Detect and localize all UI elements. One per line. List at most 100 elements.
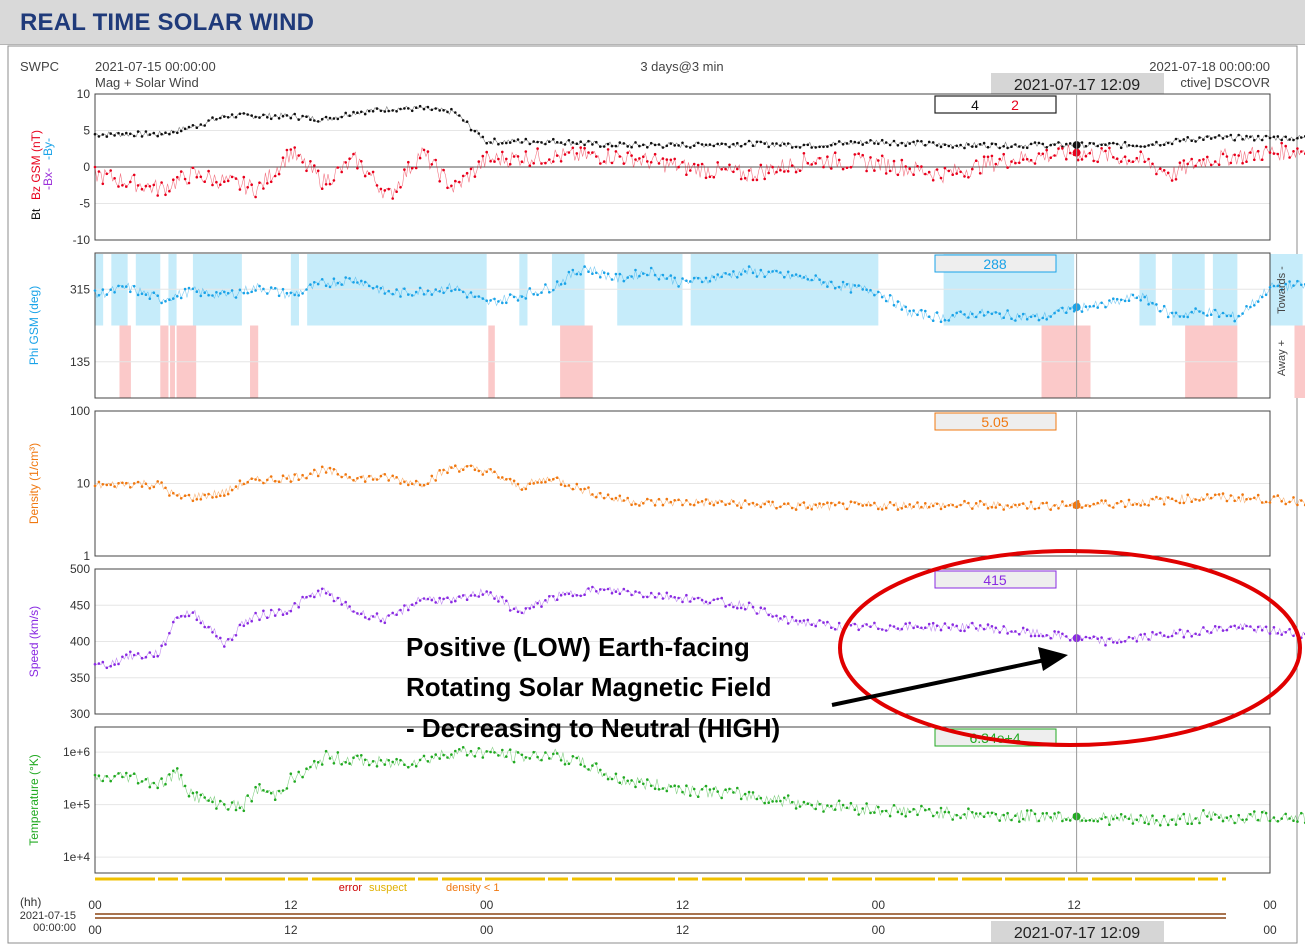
data-point [939, 176, 943, 180]
data-point [1276, 135, 1280, 138]
data-point [446, 596, 449, 599]
data-point [751, 178, 755, 182]
data-point [849, 624, 853, 627]
data-point [352, 110, 355, 114]
data-point [297, 294, 301, 297]
data-point [555, 598, 559, 601]
data-point [332, 599, 336, 603]
data-point [1280, 141, 1283, 145]
data-point [383, 110, 387, 113]
data-point [920, 804, 923, 808]
data-point [548, 140, 551, 143]
data-point [1213, 308, 1217, 312]
data-point [994, 812, 998, 816]
data-point [1123, 505, 1127, 509]
data-point [454, 111, 457, 114]
data-point [176, 494, 179, 497]
data-point [105, 666, 109, 670]
data-point [1170, 497, 1174, 501]
data-point [873, 293, 876, 297]
time-tick-label: 00 [1263, 898, 1277, 912]
data-point [446, 186, 449, 190]
data-point [1260, 295, 1264, 299]
data-point [477, 469, 481, 473]
data-point [783, 170, 786, 173]
data-point [387, 614, 391, 617]
data-point [646, 160, 649, 163]
data-point [320, 465, 324, 469]
data-point [657, 143, 661, 146]
data-point [1155, 140, 1158, 144]
data-point [1006, 309, 1009, 312]
data-point [254, 195, 257, 199]
data-point [951, 503, 954, 507]
data-point [230, 488, 234, 492]
data-point [203, 625, 206, 629]
phi-readout-box [934, 254, 1057, 273]
data-point [920, 626, 923, 630]
data-point [179, 773, 183, 777]
data-point [97, 480, 101, 484]
data-point [567, 592, 571, 596]
data-point [986, 310, 990, 314]
data-point [630, 154, 633, 157]
data-point [880, 154, 884, 158]
data-point [599, 491, 602, 495]
data-point [1245, 160, 1248, 163]
data-point [1217, 163, 1221, 166]
data-point [203, 493, 206, 497]
data-point [599, 162, 602, 165]
data-point [806, 802, 810, 805]
data-point [1096, 637, 1099, 640]
data-point [97, 135, 101, 138]
data-point [673, 157, 676, 161]
data-point [728, 273, 731, 276]
data-point [1296, 147, 1299, 150]
data-point [219, 636, 222, 640]
data-point [1159, 167, 1162, 170]
data-point [140, 780, 144, 783]
data-point [833, 142, 837, 146]
data-point [1096, 306, 1099, 309]
data-point [606, 777, 610, 781]
data-point [618, 494, 622, 498]
data-point [375, 285, 379, 288]
data-point [575, 482, 579, 486]
mag-series-bt-points [93, 104, 1305, 150]
data-point [591, 585, 594, 589]
data-point [818, 502, 821, 505]
data-point [692, 503, 696, 507]
data-point [1092, 304, 1095, 308]
data-point [352, 610, 355, 613]
data-point [712, 598, 716, 602]
data-point [927, 170, 931, 174]
density-series-density-points [93, 464, 1305, 511]
data-point [771, 615, 774, 618]
data-point [967, 143, 970, 146]
data-point [528, 142, 532, 146]
data-point [653, 787, 657, 791]
data-point [505, 301, 508, 305]
data-point [861, 143, 864, 146]
data-point [481, 154, 485, 158]
data-point [967, 176, 970, 179]
data-point [649, 266, 653, 270]
data-point [696, 795, 700, 798]
data-point [414, 764, 418, 768]
data-point [634, 158, 637, 161]
data-point [1202, 311, 1205, 315]
data-point [849, 500, 853, 504]
data-point [1033, 634, 1037, 638]
data-point [1284, 502, 1287, 506]
data-point [207, 293, 210, 297]
data-point [1206, 815, 1209, 818]
data-point [125, 185, 128, 188]
data-point [939, 806, 943, 810]
data-point [203, 180, 206, 183]
data-point [579, 273, 582, 276]
phi-readout: 288 [983, 256, 1007, 272]
data-point [512, 607, 516, 611]
data-point [1249, 625, 1252, 628]
data-point [1288, 500, 1291, 504]
data-point [661, 146, 665, 149]
